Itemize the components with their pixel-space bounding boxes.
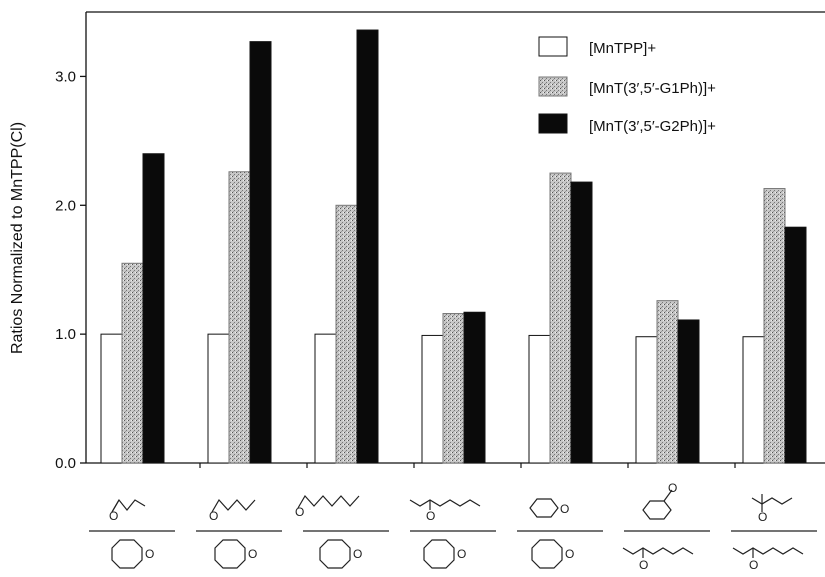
svg-text:O: O [248,547,257,561]
epoxide-structure-5-top: O [529,498,569,518]
svg-text:O: O [565,547,574,561]
bar-6-series-3 [677,319,700,464]
epoxyoctane-6: O [622,547,694,572]
bar-5-series-2 [549,172,572,464]
svg-text:O: O [457,547,466,561]
svg-text:O: O [295,505,304,519]
svg-text:O: O [668,481,677,495]
bar-4-series-3 [463,311,486,464]
bar-7-series-1 [742,336,765,464]
epoxide-structure-1-top: O [109,498,146,523]
bar-7-series-2 [763,188,786,464]
y-tick-label: 3.0 [55,68,76,85]
svg-text:O: O [560,502,569,516]
epoxide-structure-4-top: O [409,499,481,523]
svg-text:O: O [749,558,758,572]
svg-text:O: O [353,547,362,561]
svg-text:O: O [758,510,767,524]
epoxide-structure-2-top: O [209,498,256,523]
y-axis-title: Ratios Normalized to MnTPP(Cl) [9,122,26,354]
epoxide-structure-7-top: O [751,494,793,524]
bar-2-series-3 [249,41,272,464]
bar-6-series-1 [635,336,658,464]
bar-1-series-1 [100,333,123,464]
bar-3-series-3 [356,29,379,464]
bar-4-series-2 [442,313,465,464]
bar-1-series-3 [142,153,165,464]
svg-text:O: O [426,509,435,523]
legend-label-mntpp: [MnTPP]+ [589,40,656,57]
bar-7-series-3 [784,226,807,464]
legend: [MnTPP]+ [MnT(3′,5′-G1Ph)]+ [MnT(3′,5′-G… [538,36,716,135]
bar-5-series-1 [528,334,551,464]
bar-3-series-2 [335,204,358,464]
cyclooctene-oxide-5: O [531,539,574,569]
cyclooctene-oxide-4: O [423,539,466,569]
bar-4-series-1 [421,334,444,464]
bar-2-series-2 [228,171,251,464]
legend-swatch-mntpp [538,36,568,57]
legend-label-g1ph: [MnT(3′,5′-G1Ph)]+ [589,80,716,97]
epoxyoctane-7: O [732,547,804,572]
cyclooctene-oxide-1: O [111,539,154,569]
cyclooctene-oxide-3: O [319,539,362,569]
cyclooctene-oxide-2: O [214,539,257,569]
legend-label-g2ph: [MnT(3′,5′-G2Ph)]+ [589,118,716,135]
bar-6-series-2 [656,300,679,464]
epoxide-structure-6-top: O [642,481,677,520]
svg-text:O: O [209,509,218,523]
x-ticks [199,463,736,468]
svg-text:O: O [145,547,154,561]
legend-swatch-g2ph [538,113,568,134]
top-structures: O O O O O O O [109,481,793,524]
bar-1-series-2 [121,262,144,464]
y-tick-label: 0.0 [55,455,76,472]
bars [100,29,807,464]
bar-5-series-3 [570,181,593,464]
y-tick-label: 1.0 [55,326,76,343]
y-ticks: 0.0 1.0 2.0 3.0 [55,68,86,472]
svg-text:O: O [109,509,118,523]
bottom-structures: O O O O O O O [111,539,804,572]
bar-2-series-1 [207,333,230,464]
svg-text:O: O [639,558,648,572]
y-tick-label: 2.0 [55,197,76,214]
legend-swatch-g1ph [538,76,568,97]
epoxide-structure-3-top: O [295,494,360,519]
bar-3-series-1 [314,333,337,464]
